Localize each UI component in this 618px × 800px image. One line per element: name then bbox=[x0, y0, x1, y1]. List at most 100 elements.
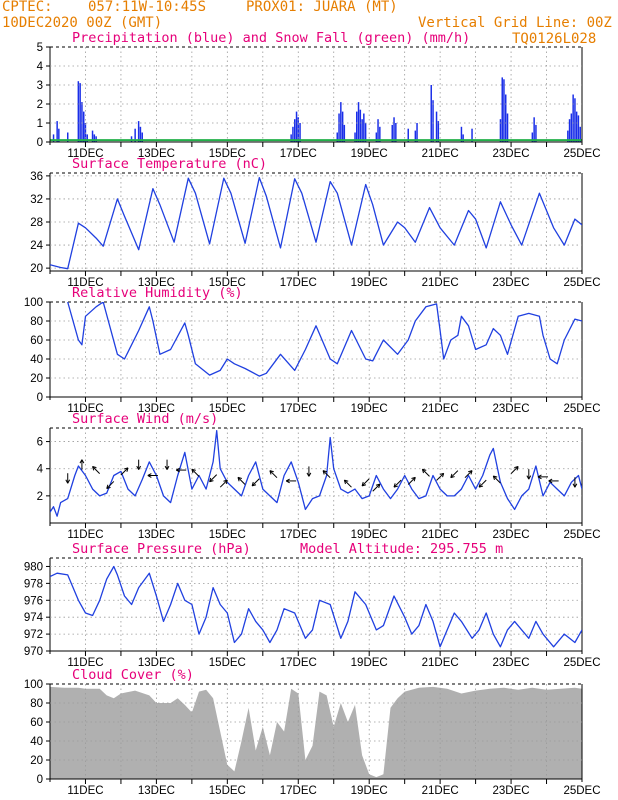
x-tick-label: 15DEC bbox=[209, 403, 246, 415]
x-tick-label: 11DEC bbox=[67, 148, 103, 160]
x-tick-label: 19DEC bbox=[351, 277, 388, 289]
x-tick-label: 13DEC bbox=[138, 403, 175, 415]
x-tick-label: 25DEC bbox=[563, 277, 600, 289]
precip-bar bbox=[340, 102, 342, 142]
precip-bar bbox=[336, 132, 338, 142]
x-tick-label: 11DEC bbox=[67, 529, 103, 541]
y-tick-label: 972 bbox=[24, 629, 43, 641]
wind-arrow bbox=[450, 470, 459, 479]
x-tick-label: 19DEC bbox=[351, 657, 388, 669]
panel-title-pres: Surface Pressure (hPa) bbox=[72, 541, 251, 557]
x-tick-label: 11DEC bbox=[67, 657, 103, 669]
x-tick-label: 23DEC bbox=[493, 785, 530, 797]
precip-bar bbox=[460, 126, 463, 142]
x-tick-label: 21DEC bbox=[422, 785, 459, 797]
y-tick-label: 40 bbox=[30, 736, 43, 748]
y-tick-label: 20 bbox=[30, 373, 43, 385]
precip-bar bbox=[364, 123, 367, 142]
precip-bar bbox=[501, 77, 503, 142]
wind-arrow bbox=[464, 470, 473, 479]
panel-wind: 2 4 6 11DEC 13DEC 15DEC 17DEC 19DEC 21DEC 23DEC 25… bbox=[37, 411, 601, 541]
y-tick-label: 100 bbox=[24, 679, 43, 691]
wind-arrow bbox=[393, 479, 402, 488]
wind-arrow bbox=[526, 469, 532, 480]
x-tick-label: 13DEC bbox=[138, 529, 175, 541]
precip-bar bbox=[393, 117, 395, 142]
x-tick-label: 21DEC bbox=[422, 148, 459, 160]
x-tick-label: 25DEC bbox=[563, 148, 600, 160]
x-tick-label: 13DEC bbox=[138, 657, 175, 669]
wind-arrow bbox=[407, 476, 416, 485]
panel-cloud: 0 20 40 60 80 100 11DEC 13DEC 15DEC 17DEC 19DEC 21D… bbox=[24, 667, 601, 797]
precip-bar bbox=[570, 113, 573, 142]
precip-bar bbox=[572, 94, 574, 142]
header-grid-note: Vertical Grid Line: 00Z bbox=[418, 15, 612, 31]
panel-title-wind: Surface Wind (m/s) bbox=[72, 411, 218, 427]
y-tick-label: 970 bbox=[24, 646, 43, 658]
wind-arrow bbox=[164, 459, 170, 470]
y-tick-label: 5 bbox=[37, 42, 43, 54]
wind-arrow bbox=[361, 478, 370, 487]
precip-bar bbox=[430, 85, 432, 142]
temp-line bbox=[50, 176, 582, 270]
wind-arrow bbox=[478, 479, 487, 488]
x-tick-label: 15DEC bbox=[209, 785, 246, 797]
x-tick-label: 21DEC bbox=[422, 277, 459, 289]
x-tick-label: 15DEC bbox=[209, 529, 246, 541]
precip-bar bbox=[343, 124, 346, 142]
panel-title-temp: Surface Temperature (nC) bbox=[72, 156, 267, 172]
y-tick-label: 0 bbox=[37, 774, 43, 786]
wind-arrow bbox=[285, 478, 297, 484]
precip-bar bbox=[414, 130, 417, 142]
wind-arrow bbox=[421, 468, 430, 477]
precip-bar bbox=[93, 134, 96, 142]
precip-bar bbox=[79, 83, 81, 142]
x-tick-label: 19DEC bbox=[351, 403, 388, 415]
wind-arrow bbox=[219, 479, 228, 488]
wind-arrow bbox=[269, 470, 278, 479]
y-tick-label: 28 bbox=[30, 217, 43, 229]
wind-arrow bbox=[120, 467, 129, 476]
precip-bar bbox=[432, 100, 434, 142]
precip-bar bbox=[356, 111, 358, 142]
x-tick-label: 13DEC bbox=[138, 277, 175, 289]
y-tick-label: 80 bbox=[30, 316, 43, 328]
x-tick-label: 23DEC bbox=[493, 657, 530, 669]
y-tick-label: 20 bbox=[30, 263, 43, 275]
x-tick-label: 17DEC bbox=[280, 277, 317, 289]
y-tick-label: 60 bbox=[30, 717, 43, 729]
y-tick-label: 6 bbox=[37, 437, 43, 449]
precip-bar bbox=[77, 81, 80, 142]
header-code: TQ0126L028 bbox=[512, 31, 597, 47]
x-tick-label: 25DEC bbox=[563, 403, 600, 415]
precip-bar bbox=[503, 79, 505, 142]
panel-rh: 0 20 40 60 80 100 11DEC 13DEC 15DEC 17DEC 19DEC 21D… bbox=[24, 285, 601, 415]
precip-bar bbox=[363, 113, 365, 142]
x-tick-label: 19DEC bbox=[351, 148, 388, 160]
wind-arrow bbox=[136, 459, 142, 470]
wind-arrow bbox=[372, 483, 381, 492]
precip-bar bbox=[437, 121, 440, 142]
precip-bar bbox=[416, 123, 418, 142]
x-tick-label: 17DEC bbox=[280, 785, 317, 797]
precip-bar bbox=[574, 98, 576, 142]
precip-bar bbox=[407, 128, 409, 142]
x-tick-label: 11DEC bbox=[67, 403, 103, 415]
x-tick-label: 13DEC bbox=[138, 148, 175, 160]
x-tick-label: 23DEC bbox=[493, 277, 530, 289]
y-tick-label: 4 bbox=[37, 61, 44, 73]
y-tick-label: 32 bbox=[30, 194, 43, 206]
y-tick-label: 36 bbox=[30, 171, 43, 183]
y-tick-label: 60 bbox=[30, 335, 43, 347]
wind-line bbox=[50, 430, 582, 517]
header-datetime: 10DEC2020 00Z (GMT) bbox=[2, 15, 163, 31]
cloud-cover-area bbox=[50, 686, 582, 779]
precip-bar bbox=[567, 130, 569, 142]
wind-arrow bbox=[65, 473, 71, 484]
x-tick-label: 23DEC bbox=[493, 529, 530, 541]
x-tick-label: 21DEC bbox=[422, 403, 459, 415]
precip-bar bbox=[391, 124, 393, 142]
x-tick-label: 23DEC bbox=[493, 148, 530, 160]
precip-bar bbox=[294, 119, 296, 142]
